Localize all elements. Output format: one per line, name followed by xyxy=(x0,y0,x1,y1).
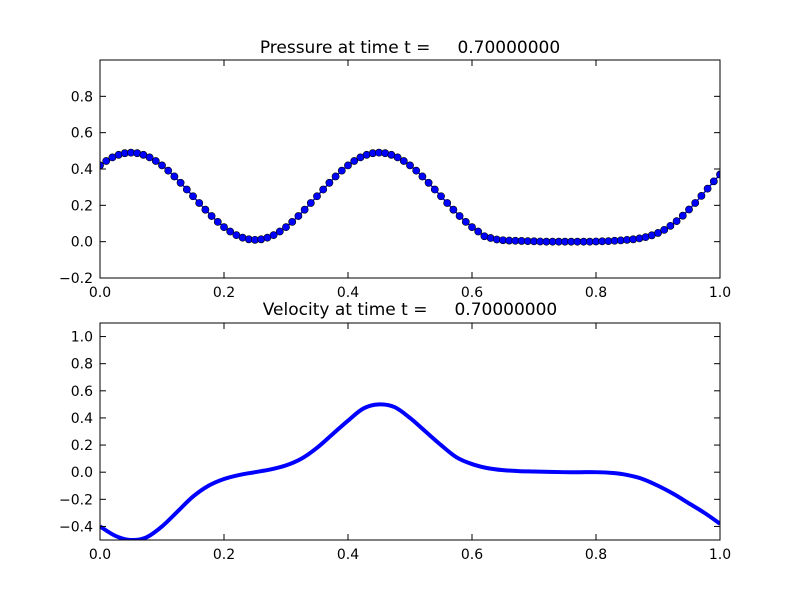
pressure-point xyxy=(145,153,154,162)
pressure-point xyxy=(344,161,352,170)
pressure-point xyxy=(424,178,433,187)
velocity-title: Velocity at time t = 0.70000000 xyxy=(263,300,557,320)
x-tick-label: 0.0 xyxy=(89,547,111,563)
pressure-point xyxy=(449,205,458,214)
pressure-point xyxy=(269,231,278,240)
pressure-point xyxy=(220,223,228,232)
pressure-point xyxy=(158,161,166,170)
pressure-point xyxy=(660,225,669,234)
pressure-point xyxy=(195,199,204,207)
pressure-point xyxy=(207,212,216,220)
pressure-point xyxy=(337,166,346,175)
pressure-point xyxy=(430,185,439,194)
pressure-point xyxy=(685,205,693,214)
pressure-axes: 0.0 0.2 0.4 0.6 0.8 1.0−0.20.00.20.40.60.8Pre… xyxy=(59,38,731,301)
pressure-point xyxy=(716,170,720,179)
axes-frame xyxy=(99,322,721,541)
y-tick-label: 0.4 xyxy=(71,162,93,178)
pressure-point xyxy=(189,192,197,201)
pressure-point xyxy=(319,185,328,194)
x-tick-label: 0.6 xyxy=(461,547,483,563)
x-tick-label: 0.8 xyxy=(585,285,607,301)
pressure-point xyxy=(151,157,160,165)
pressure-point xyxy=(691,199,700,207)
velocity-line xyxy=(100,402,720,540)
y-tick-label: 1.0 xyxy=(71,330,93,346)
pressure-point xyxy=(666,221,675,230)
y-tick-label: −0.2 xyxy=(59,492,93,508)
pressure-point xyxy=(182,185,191,194)
pressure-point xyxy=(697,191,706,200)
pressure-point xyxy=(325,178,334,187)
x-tick-label: 0.4 xyxy=(337,547,359,563)
pressure-point xyxy=(350,157,359,165)
y-tick-label: −0.2 xyxy=(59,271,93,287)
pressure-point xyxy=(406,161,414,170)
pressure-point xyxy=(678,211,687,220)
pressure-point xyxy=(306,199,315,207)
velocity-series xyxy=(100,402,720,540)
pressure-point xyxy=(461,217,470,226)
y-tick-label: 0.8 xyxy=(71,357,93,373)
pressure-point xyxy=(164,166,173,175)
pressure-point xyxy=(170,172,179,181)
pressure-point xyxy=(418,172,427,181)
pressure-point xyxy=(703,184,712,193)
x-tick-label: 0.8 xyxy=(585,547,607,563)
y-tick-label: 0.0 xyxy=(71,465,93,481)
y-tick-label: 0.6 xyxy=(71,384,93,400)
x-tick-label: 0.4 xyxy=(337,285,359,301)
y-tick-label: −0.4 xyxy=(59,519,93,535)
pressure-point xyxy=(102,157,111,165)
y-tick-label: 0.6 xyxy=(71,126,93,142)
pressure-point xyxy=(654,229,662,237)
pressure-point xyxy=(313,192,321,201)
pressure-point xyxy=(474,227,483,236)
pressure-point xyxy=(412,166,421,175)
pressure-point xyxy=(226,227,235,236)
pressure-point xyxy=(443,199,452,207)
y-tick-label: 0.2 xyxy=(71,438,93,454)
x-tick-label: 0.2 xyxy=(213,547,235,563)
pressure-point xyxy=(282,223,290,232)
pressure-point xyxy=(213,217,222,226)
pressure-point xyxy=(709,177,718,186)
pressure-point xyxy=(437,192,445,201)
x-tick-label: 0.6 xyxy=(461,285,483,301)
pressure-point xyxy=(275,227,284,236)
pressure-point xyxy=(399,157,408,165)
x-tick-label: 0.2 xyxy=(213,285,235,301)
y-tick-label: 0.4 xyxy=(71,411,93,427)
y-tick-label: 0.2 xyxy=(71,198,93,214)
pressure-point xyxy=(176,178,185,187)
x-tick-label: 1.0 xyxy=(709,285,731,301)
pressure-title: Pressure at time t = 0.70000000 xyxy=(260,38,560,58)
pressure-point xyxy=(331,172,340,181)
pressure-point xyxy=(288,217,297,226)
velocity-axes: 0.0 0.2 0.4 0.6 0.8 1.0 −0.4 −0.2 0.0 0.2 0.4 0.6 0.… xyxy=(59,300,731,563)
y-tick-label: 0.8 xyxy=(71,89,93,105)
pressure-point xyxy=(294,212,303,220)
pressure-point xyxy=(468,223,476,232)
pressure-point xyxy=(672,217,681,226)
pressure-point xyxy=(455,212,464,220)
pressure-point xyxy=(201,205,210,214)
x-tick-label: 0.0 xyxy=(89,285,111,301)
pressure-series xyxy=(100,148,720,246)
y-tick-label: 0.0 xyxy=(71,235,93,251)
pressure-point xyxy=(393,153,402,162)
x-tick-label: 1.0 xyxy=(709,547,731,563)
pressure-point xyxy=(300,205,309,214)
